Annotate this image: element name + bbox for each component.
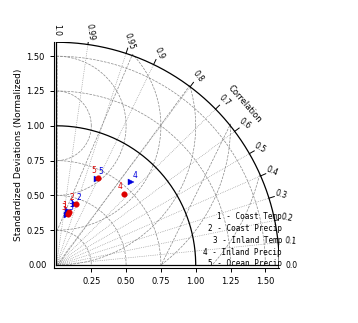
Text: 0.3: 0.3 (274, 188, 288, 201)
Text: 2: 2 (76, 193, 81, 202)
Text: 3: 3 (62, 203, 67, 212)
Text: 0.6: 0.6 (237, 117, 252, 131)
Text: 5: 5 (98, 167, 103, 176)
Text: 1.0: 1.0 (52, 24, 61, 36)
Text: 1 - Coast Temp
2 - Coast Precip
3 - Inland Temp
4 - Inland Precip
5 - Ocean Prec: 1 - Coast Temp 2 - Coast Precip 3 - Inla… (203, 212, 282, 268)
Text: 2: 2 (70, 193, 74, 202)
Text: 0.99: 0.99 (84, 23, 95, 41)
Text: 4: 4 (117, 182, 122, 191)
Text: 4: 4 (132, 171, 137, 180)
Text: 5: 5 (92, 166, 96, 175)
Text: 0.2: 0.2 (280, 212, 294, 224)
Y-axis label: Standardized Deviations (Normalized): Standardized Deviations (Normalized) (14, 69, 23, 241)
Text: Correlation: Correlation (226, 83, 263, 124)
Text: 3: 3 (69, 203, 74, 212)
Text: 1: 1 (62, 201, 67, 210)
Text: 0.1: 0.1 (284, 236, 297, 246)
Text: 0.0: 0.0 (286, 261, 298, 269)
Text: 0.95: 0.95 (123, 32, 137, 51)
Text: 1: 1 (69, 200, 74, 209)
Text: 0.9: 0.9 (153, 46, 166, 61)
Text: 0.7: 0.7 (217, 93, 232, 108)
Text: 0.8: 0.8 (190, 69, 205, 84)
Text: 0.5: 0.5 (253, 141, 268, 154)
Text: 0.00: 0.00 (28, 261, 47, 269)
Text: 0.4: 0.4 (265, 164, 280, 177)
